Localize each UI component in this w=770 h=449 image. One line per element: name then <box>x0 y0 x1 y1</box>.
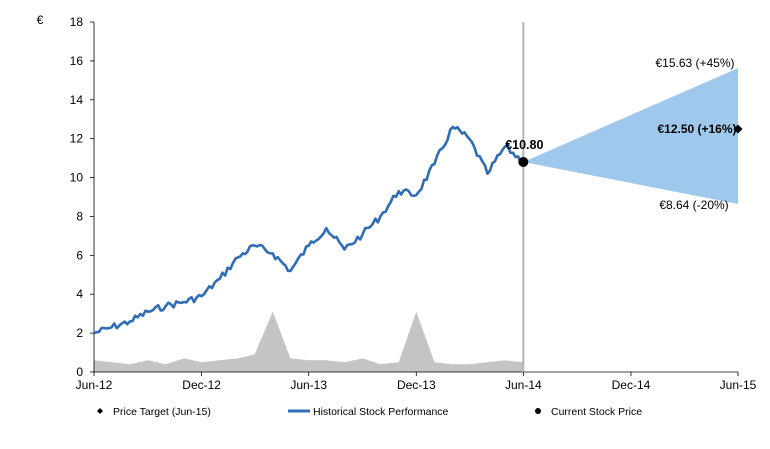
x-tick-label: Jun-14 <box>505 378 542 392</box>
y-tick-label: 16 <box>70 54 84 68</box>
y-tick-label: 18 <box>70 15 84 29</box>
projection-cone <box>523 68 738 204</box>
history-line <box>93 125 524 335</box>
legend-dot-icon <box>535 408 541 414</box>
legend-label: Historical Stock Performance <box>313 406 449 418</box>
volume-layer <box>94 311 524 372</box>
y-tick-label: 2 <box>76 326 83 340</box>
high-scenario-label: €15.63 (+45%) <box>655 56 734 70</box>
label-layer: €10.80 €15.63 (+45%) €12.50 (+16%) €8.64 (-… <box>505 56 736 212</box>
x-tick-label: Jun-13 <box>290 378 327 392</box>
y-tick-label: 14 <box>70 93 84 107</box>
legend-layer: Price Target (Jun-15) Historical Stock Pe… <box>97 406 642 418</box>
x-tick-label: Dec-12 <box>182 378 221 392</box>
y-tick-label: 10 <box>70 171 84 185</box>
y-tick-label: 8 <box>76 209 83 223</box>
x-tick-label: Jun-12 <box>76 378 113 392</box>
x-tick-label: Dec-14 <box>612 378 651 392</box>
volume-area <box>94 311 524 372</box>
legend-label: Current Stock Price <box>551 406 642 418</box>
price-target-label: €12.50 (+16%) <box>657 122 736 136</box>
current-price-marker <box>518 157 529 167</box>
y-tick-label: 12 <box>70 132 84 146</box>
projection-layer <box>523 68 738 204</box>
price-target-marker <box>733 124 743 134</box>
marker-layer <box>518 124 743 167</box>
history-layer <box>93 125 524 335</box>
y-unit-label: € <box>37 13 44 27</box>
x-tick-label: Dec-13 <box>397 378 436 392</box>
legend-label: Price Target (Jun-15) <box>113 406 211 418</box>
current-price-label: €10.80 <box>505 138 543 152</box>
axes-layer: 0 2 4 6 8 10 12 14 16 18 € Jun-12 Dec-12 Jun-13 Dec-13… <box>37 13 757 392</box>
x-tick-label: Jun-15 <box>720 378 757 392</box>
low-scenario-label: €8.64 (-20%) <box>659 198 728 212</box>
y-tick-label: 0 <box>76 365 83 379</box>
legend-diamond-icon <box>97 408 103 414</box>
y-tick-label: 6 <box>76 248 83 262</box>
y-tick-label: 4 <box>76 287 83 301</box>
